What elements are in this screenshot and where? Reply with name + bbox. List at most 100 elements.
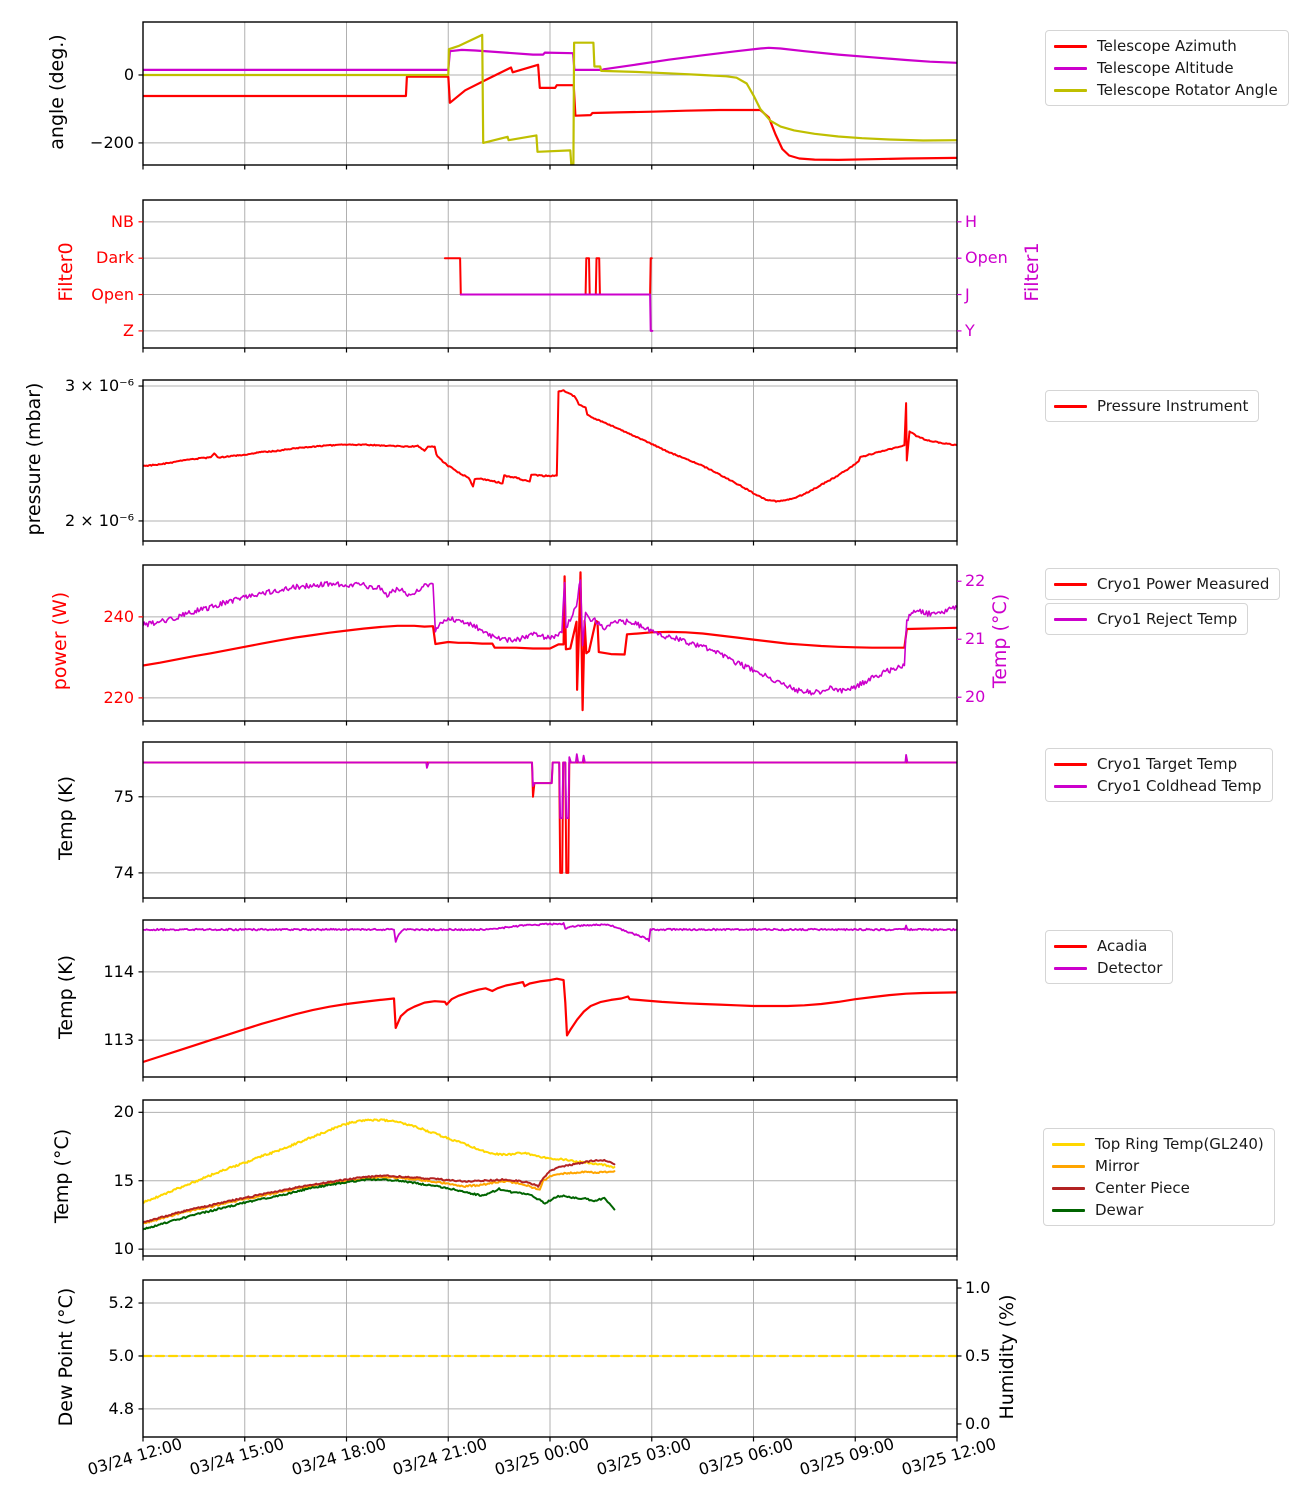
legend-swatch-icon <box>1054 784 1087 788</box>
legend-label: Cryo1 Target Temp <box>1097 755 1238 773</box>
series-pressure-instrument <box>143 389 957 503</box>
y-tick-label-113: 113 <box>103 1030 134 1050</box>
series-cryo1-power-measured <box>143 571 957 712</box>
right-y-axis-label-filters: Filter1 <box>1021 242 1043 302</box>
legend-entry: Telescope Azimuth <box>1054 35 1278 57</box>
right-y-axis-label-cryo1-power-reject: Temp (°C) <box>989 593 1011 689</box>
right-y-tick-label-20: 20 <box>965 687 986 707</box>
legend-instrument-temps: Acadia Detector <box>1045 930 1174 984</box>
series-top-ring-temp-gl240- <box>143 1118 616 1204</box>
legend-label: Acadia <box>1097 937 1148 955</box>
legend-entry: Dewar <box>1052 1199 1264 1221</box>
y-tick-label-3 × 10⁻⁶: 3 × 10⁻⁶ <box>65 376 134 396</box>
series-dewar <box>143 1178 616 1231</box>
y-axis-label-pressure: pressure (mbar) <box>23 382 45 535</box>
y-tick-label-NB: NB <box>111 211 134 231</box>
legend-entry: Acadia <box>1054 935 1162 957</box>
y-tick-label-Open: Open <box>91 284 134 304</box>
series-telescope-rotator-angle <box>143 33 957 165</box>
legend-cryo1-power-reject: Cryo1 Power Measured <box>1045 568 1281 600</box>
series-detector <box>143 922 957 943</box>
legend-entry: Cryo1 Power Measured <box>1054 573 1269 595</box>
right-y-tick-label-0.5: 0.5 <box>965 1345 991 1365</box>
legend-entry: Telescope Altitude <box>1054 57 1278 79</box>
y-tick-label-0: 0 <box>123 64 134 84</box>
y-tick-label-20: 20 <box>113 1102 134 1122</box>
y-axis-label-cryo1-temps: Temp (K) <box>55 776 77 860</box>
legend-swatch-icon <box>1052 1142 1085 1146</box>
y-tick-label-220: 220 <box>103 687 134 707</box>
legend-swatch-icon <box>1054 88 1087 92</box>
legend-entry: Detector <box>1054 957 1162 979</box>
y-axis-label-instrument-temps: Temp (K) <box>55 954 77 1039</box>
legend-label: Pressure Instrument <box>1097 397 1249 415</box>
series-center-piece <box>143 1158 616 1224</box>
legend-pressure: Pressure Instrument <box>1045 390 1260 422</box>
legend-cryo1-temps: Cryo1 Target Temp Cryo1 Coldhead Temp <box>1045 748 1273 802</box>
y-tick-label-75: 75 <box>113 786 134 806</box>
right-y-tick-label-0.0: 0.0 <box>965 1413 991 1433</box>
legend-entry: Telescope Rotator Angle <box>1054 79 1278 101</box>
y-axis-label-structure-temps: Temp (°C) <box>51 1128 73 1224</box>
legend-entry: Cryo1 Reject Temp <box>1054 608 1237 630</box>
y-axis-label-cryo1-power-reject: power (W) <box>49 591 71 691</box>
legend-swatch-icon <box>1054 944 1087 948</box>
legend-label: Detector <box>1097 959 1163 977</box>
legend-swatch-icon <box>1052 1186 1085 1190</box>
series-acadia <box>143 977 957 1064</box>
y-tick-label-114: 114 <box>103 961 134 981</box>
right-y-tick-label-1.0: 1.0 <box>965 1278 991 1298</box>
legend-entry: Pressure Instrument <box>1054 395 1248 417</box>
legend-swatch-icon <box>1052 1208 1085 1212</box>
legend-swatch-icon <box>1054 617 1087 621</box>
legend-entry: Mirror <box>1052 1155 1264 1177</box>
legend-label: Top Ring Temp(GL240) <box>1095 1135 1264 1153</box>
legend-label: Cryo1 Reject Temp <box>1097 610 1238 628</box>
legend-entry: Cryo1 Coldhead Temp <box>1054 775 1262 797</box>
series-cryo1-coldhead-temp <box>143 753 957 819</box>
right-y-tick-label-21: 21 <box>965 629 986 649</box>
legend-label: Dewar <box>1095 1201 1144 1219</box>
right-y-tick-label-H: H <box>965 211 978 231</box>
y-axis-label-filters: Filter0 <box>55 242 77 302</box>
legend-swatch-icon <box>1052 1164 1085 1168</box>
y-tick-label-−200: −200 <box>90 132 134 152</box>
legend-label: Mirror <box>1095 1157 1140 1175</box>
y-tick-label-Z: Z <box>123 320 134 340</box>
legend-swatch-icon <box>1054 66 1087 70</box>
right-y-tick-label-J: J <box>965 284 970 304</box>
y-tick-label-240: 240 <box>103 606 134 626</box>
series-filter0 <box>443 257 653 296</box>
legend-swatch-icon <box>1054 44 1087 48</box>
series-cryo1-target-temp <box>143 761 957 874</box>
legend-label: Cryo1 Power Measured <box>1097 575 1270 593</box>
legend-label: Telescope Azimuth <box>1097 37 1237 55</box>
legend-swatch-icon <box>1054 582 1087 586</box>
series-filter1 <box>459 293 654 332</box>
y-axis-label-telescope-angles: angle (deg.) <box>46 33 68 150</box>
y-tick-label-5.0: 5.0 <box>108 1345 134 1365</box>
legend-structure-temps: Top Ring Temp(GL240) Mirror Center Piece De… <box>1043 1128 1275 1226</box>
right-y-tick-label-Y: Y <box>965 320 975 340</box>
legend-label: Cryo1 Coldhead Temp <box>1097 777 1262 795</box>
legend-swatch-icon <box>1054 404 1087 408</box>
y-tick-label-74: 74 <box>113 862 134 882</box>
y-tick-label-Dark: Dark <box>96 248 134 268</box>
series-cryo1-reject-temp <box>143 579 957 696</box>
series-telescope-azimuth <box>143 63 957 161</box>
y-tick-label-5.2: 5.2 <box>108 1293 134 1313</box>
legend-swatch-icon <box>1054 762 1087 766</box>
right-y-tick-label-Open: Open <box>965 248 1008 268</box>
legend-entry: Center Piece <box>1052 1177 1264 1199</box>
legend-entry: Cryo1 Target Temp <box>1054 753 1262 775</box>
legend-swatch-icon <box>1054 966 1087 970</box>
y-tick-label-2 × 10⁻⁶: 2 × 10⁻⁶ <box>65 510 134 530</box>
series-telescope-altitude <box>143 46 957 71</box>
right-y-axis-label-dewpoint-humidity: Humidity (%) <box>996 1293 1018 1420</box>
legend-cryo1-power-reject: Cryo1 Reject Temp <box>1045 603 1249 635</box>
series-mirror <box>143 1170 616 1225</box>
legend-label: Telescope Altitude <box>1097 59 1234 77</box>
legend-label: Center Piece <box>1095 1179 1190 1197</box>
